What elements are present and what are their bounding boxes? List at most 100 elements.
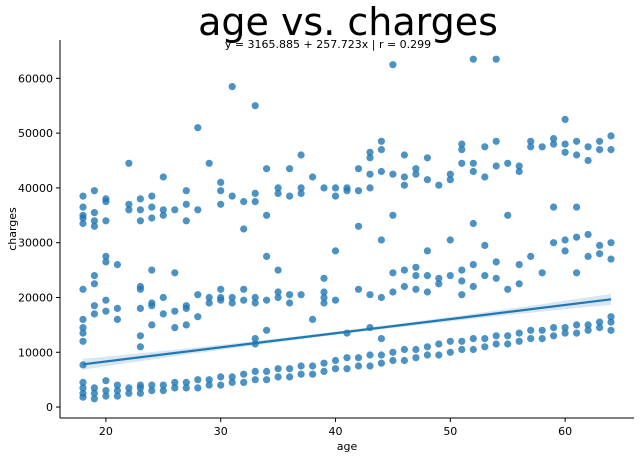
data-point [286, 373, 294, 381]
data-point [263, 165, 271, 173]
data-point [263, 296, 271, 304]
data-point [607, 132, 615, 140]
data-point [423, 351, 431, 359]
data-point [607, 146, 615, 154]
data-point [194, 124, 202, 132]
data-point [297, 362, 305, 370]
data-point [286, 192, 294, 200]
data-point [469, 167, 477, 176]
data-point [90, 302, 98, 310]
data-point [194, 313, 202, 321]
data-point [205, 299, 213, 307]
data-point [228, 299, 236, 307]
data-point [90, 217, 98, 225]
data-point [550, 135, 558, 143]
data-point [125, 200, 133, 208]
data-point [274, 373, 282, 381]
data-point [481, 173, 489, 181]
data-point [240, 296, 248, 304]
data-point [79, 315, 87, 323]
y-tick-label: 60000 [18, 72, 53, 85]
data-point [320, 293, 328, 302]
data-point [159, 293, 167, 302]
data-point [148, 321, 156, 329]
data-point [423, 154, 431, 162]
data-point [274, 288, 282, 296]
data-point [228, 192, 236, 200]
data-point [90, 310, 98, 318]
data-point [159, 381, 167, 389]
data-point [102, 296, 110, 304]
y-tick-label: 50000 [18, 127, 53, 140]
data-point [515, 337, 523, 345]
data-point [446, 170, 454, 178]
data-point [171, 378, 179, 386]
data-point [561, 324, 569, 332]
data-point [79, 211, 87, 219]
y-tick-label: 10000 [18, 346, 53, 359]
data-point [194, 384, 202, 392]
data-point [148, 192, 156, 200]
data-point [240, 285, 248, 293]
data-point [113, 392, 121, 400]
data-point [79, 389, 87, 397]
data-point [90, 280, 98, 288]
data-point [607, 239, 615, 247]
data-point [412, 272, 420, 280]
data-point [389, 348, 397, 356]
data-point [423, 343, 431, 351]
data-point [423, 272, 431, 280]
data-point [492, 55, 500, 63]
data-point [320, 367, 328, 375]
data-point [90, 187, 98, 195]
data-point [446, 348, 454, 356]
data-point [527, 143, 535, 151]
data-point [377, 293, 385, 302]
data-point [102, 377, 110, 385]
data-point [377, 359, 385, 367]
data-point [354, 285, 363, 293]
data-point [435, 280, 443, 288]
data-point [182, 187, 190, 195]
data-point [182, 321, 190, 329]
data-point [515, 162, 523, 170]
data-point [113, 387, 121, 395]
data-point [446, 337, 454, 345]
data-point [458, 140, 466, 148]
data-point [171, 307, 179, 315]
data-point [366, 148, 374, 156]
data-point [159, 310, 167, 318]
data-point [136, 304, 144, 312]
data-point [458, 277, 466, 285]
data-point [481, 143, 489, 151]
x-tick-label: 50 [443, 425, 457, 438]
data-point [377, 335, 385, 343]
data-point [366, 291, 374, 299]
data-point [194, 376, 202, 384]
data-point [182, 200, 190, 208]
data-point [354, 362, 363, 370]
data-point [412, 354, 420, 362]
data-point [492, 340, 500, 348]
data-point [515, 167, 523, 176]
data-point [492, 274, 500, 282]
data-point [423, 288, 431, 296]
data-point [205, 376, 213, 384]
data-point [354, 354, 363, 362]
data-point [125, 159, 133, 167]
data-point [527, 335, 535, 343]
data-point [320, 288, 328, 296]
data-point [159, 211, 167, 219]
data-point [343, 365, 351, 373]
data-point [331, 296, 340, 304]
data-point [148, 387, 156, 395]
data-point [469, 159, 477, 167]
data-point [217, 187, 225, 195]
data-point [148, 299, 156, 307]
data-point [400, 151, 408, 159]
y-tick-label: 20000 [18, 291, 53, 304]
data-point [159, 206, 167, 214]
data-point [458, 345, 466, 354]
data-point [240, 378, 248, 386]
data-point [400, 173, 408, 181]
